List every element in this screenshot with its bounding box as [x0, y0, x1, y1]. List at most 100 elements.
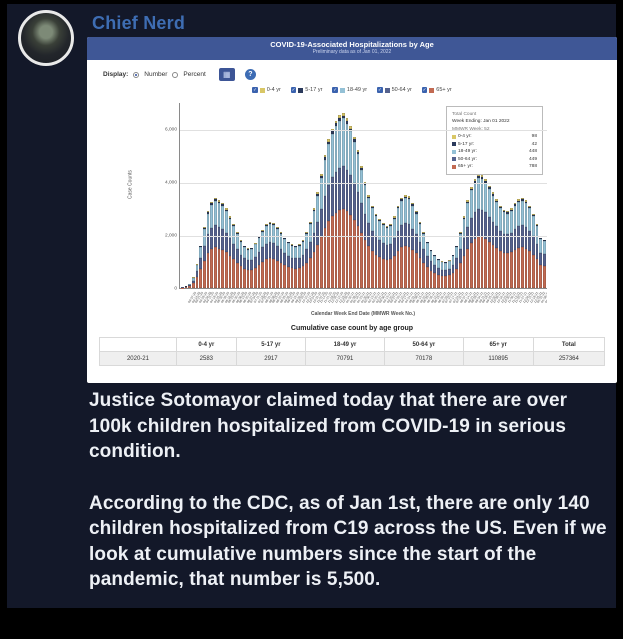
- week-bar[interactable]: [532, 213, 535, 288]
- week-bar[interactable]: [466, 200, 469, 288]
- radio-percent[interactable]: [172, 71, 179, 78]
- week-bar[interactable]: [411, 203, 414, 288]
- week-bar[interactable]: [415, 210, 418, 288]
- week-bar[interactable]: [294, 245, 297, 288]
- apply-button[interactable]: ▦: [218, 68, 235, 81]
- week-bar[interactable]: [389, 224, 393, 288]
- week-bar[interactable]: [261, 229, 265, 288]
- week-bar[interactable]: [221, 203, 224, 288]
- week-bar[interactable]: [213, 197, 217, 288]
- week-bar[interactable]: [195, 264, 199, 288]
- week-bar[interactable]: [502, 209, 506, 288]
- legend-item[interactable]: ✓ 5-17 yr: [290, 87, 322, 93]
- week-bar[interactable]: [265, 224, 268, 288]
- week-bar[interactable]: [254, 242, 257, 288]
- week-bar[interactable]: [477, 173, 480, 288]
- week-bar[interactable]: [524, 200, 528, 288]
- week-bar[interactable]: [217, 200, 221, 288]
- week-bar[interactable]: [433, 254, 436, 288]
- legend-item[interactable]: ✓ 65+ yr: [421, 87, 452, 93]
- legend-item[interactable]: ✓ 0-4 yr: [252, 87, 281, 93]
- week-bar[interactable]: [279, 232, 283, 288]
- week-bar[interactable]: [378, 218, 382, 288]
- week-bar[interactable]: [528, 205, 531, 288]
- week-bar[interactable]: [407, 196, 411, 288]
- radio-percent-label[interactable]: Percent: [183, 71, 206, 78]
- week-bar[interactable]: [323, 155, 327, 288]
- week-bar[interactable]: [517, 199, 521, 288]
- week-bar[interactable]: [202, 226, 206, 288]
- week-bar[interactable]: [305, 232, 308, 288]
- week-bar[interactable]: [495, 199, 499, 288]
- week-bar[interactable]: [338, 115, 341, 288]
- week-bar[interactable]: [239, 240, 243, 288]
- week-bar[interactable]: [287, 241, 290, 288]
- checkbox-checked-icon[interactable]: ✓: [377, 87, 383, 93]
- week-bar[interactable]: [250, 247, 254, 288]
- week-bar[interactable]: [535, 224, 539, 288]
- week-bar[interactable]: [473, 179, 477, 288]
- week-bar[interactable]: [298, 244, 301, 288]
- radio-number[interactable]: [133, 71, 140, 78]
- week-bar[interactable]: [330, 128, 334, 288]
- week-bar[interactable]: [363, 181, 367, 288]
- week-bar[interactable]: [283, 237, 287, 288]
- checkbox-checked-icon[interactable]: ✓: [421, 87, 428, 93]
- week-bar[interactable]: [422, 232, 425, 288]
- week-bar[interactable]: [542, 239, 546, 288]
- week-bar[interactable]: [393, 216, 396, 288]
- legend-item[interactable]: ✓ 18-49 yr: [332, 87, 367, 93]
- week-bar[interactable]: [349, 125, 352, 288]
- week-bar[interactable]: [425, 241, 429, 288]
- week-bar[interactable]: [374, 213, 378, 288]
- week-bar[interactable]: [327, 139, 330, 288]
- week-bar[interactable]: [301, 240, 305, 288]
- week-bar[interactable]: [418, 221, 422, 288]
- week-bar[interactable]: [206, 210, 210, 288]
- week-bar[interactable]: [404, 195, 407, 288]
- week-bar[interactable]: [272, 222, 276, 288]
- week-bar[interactable]: [506, 210, 510, 288]
- week-bar[interactable]: [352, 136, 356, 288]
- week-bar[interactable]: [440, 261, 444, 288]
- week-bar[interactable]: [484, 179, 488, 288]
- week-bar[interactable]: [444, 262, 447, 288]
- legend-item[interactable]: ✓ 50-64 yr: [377, 87, 412, 93]
- week-bar[interactable]: [319, 173, 323, 288]
- week-bar[interactable]: [341, 112, 345, 288]
- week-bar[interactable]: [513, 203, 517, 288]
- week-bar[interactable]: [345, 117, 349, 288]
- week-bar[interactable]: [235, 232, 239, 288]
- week-bar[interactable]: [191, 277, 195, 288]
- week-bar[interactable]: [539, 237, 542, 288]
- week-bar[interactable]: [257, 236, 261, 288]
- checkbox-checked-icon[interactable]: ✓: [290, 87, 297, 93]
- week-bar[interactable]: [290, 244, 294, 288]
- week-bar[interactable]: [356, 149, 360, 288]
- week-bar[interactable]: [312, 208, 316, 288]
- week-bar[interactable]: [308, 221, 312, 288]
- week-bar[interactable]: [246, 248, 250, 288]
- week-bar[interactable]: [488, 185, 491, 288]
- week-bar[interactable]: [268, 221, 272, 288]
- week-bar[interactable]: [521, 197, 524, 288]
- week-bar[interactable]: [462, 216, 466, 288]
- week-bar[interactable]: [491, 192, 495, 288]
- week-bar[interactable]: [334, 120, 338, 288]
- checkbox-checked-icon[interactable]: ✓: [252, 87, 258, 93]
- embedded-chart-image[interactable]: COVID-19-Associated Hospitalizations by …: [87, 37, 617, 383]
- week-bar[interactable]: [188, 284, 191, 288]
- week-bar[interactable]: [436, 258, 440, 288]
- week-bar[interactable]: [184, 286, 188, 288]
- week-bar[interactable]: [367, 195, 371, 288]
- week-bar[interactable]: [199, 245, 202, 288]
- week-bar[interactable]: [396, 205, 400, 288]
- week-bar[interactable]: [181, 287, 184, 288]
- week-bar[interactable]: [447, 260, 451, 288]
- week-bar[interactable]: [469, 187, 473, 288]
- week-bar[interactable]: [232, 224, 235, 288]
- avatar[interactable]: [18, 10, 74, 66]
- week-bar[interactable]: [400, 197, 404, 288]
- help-button[interactable]: ?: [244, 69, 256, 80]
- week-bar[interactable]: [276, 226, 279, 288]
